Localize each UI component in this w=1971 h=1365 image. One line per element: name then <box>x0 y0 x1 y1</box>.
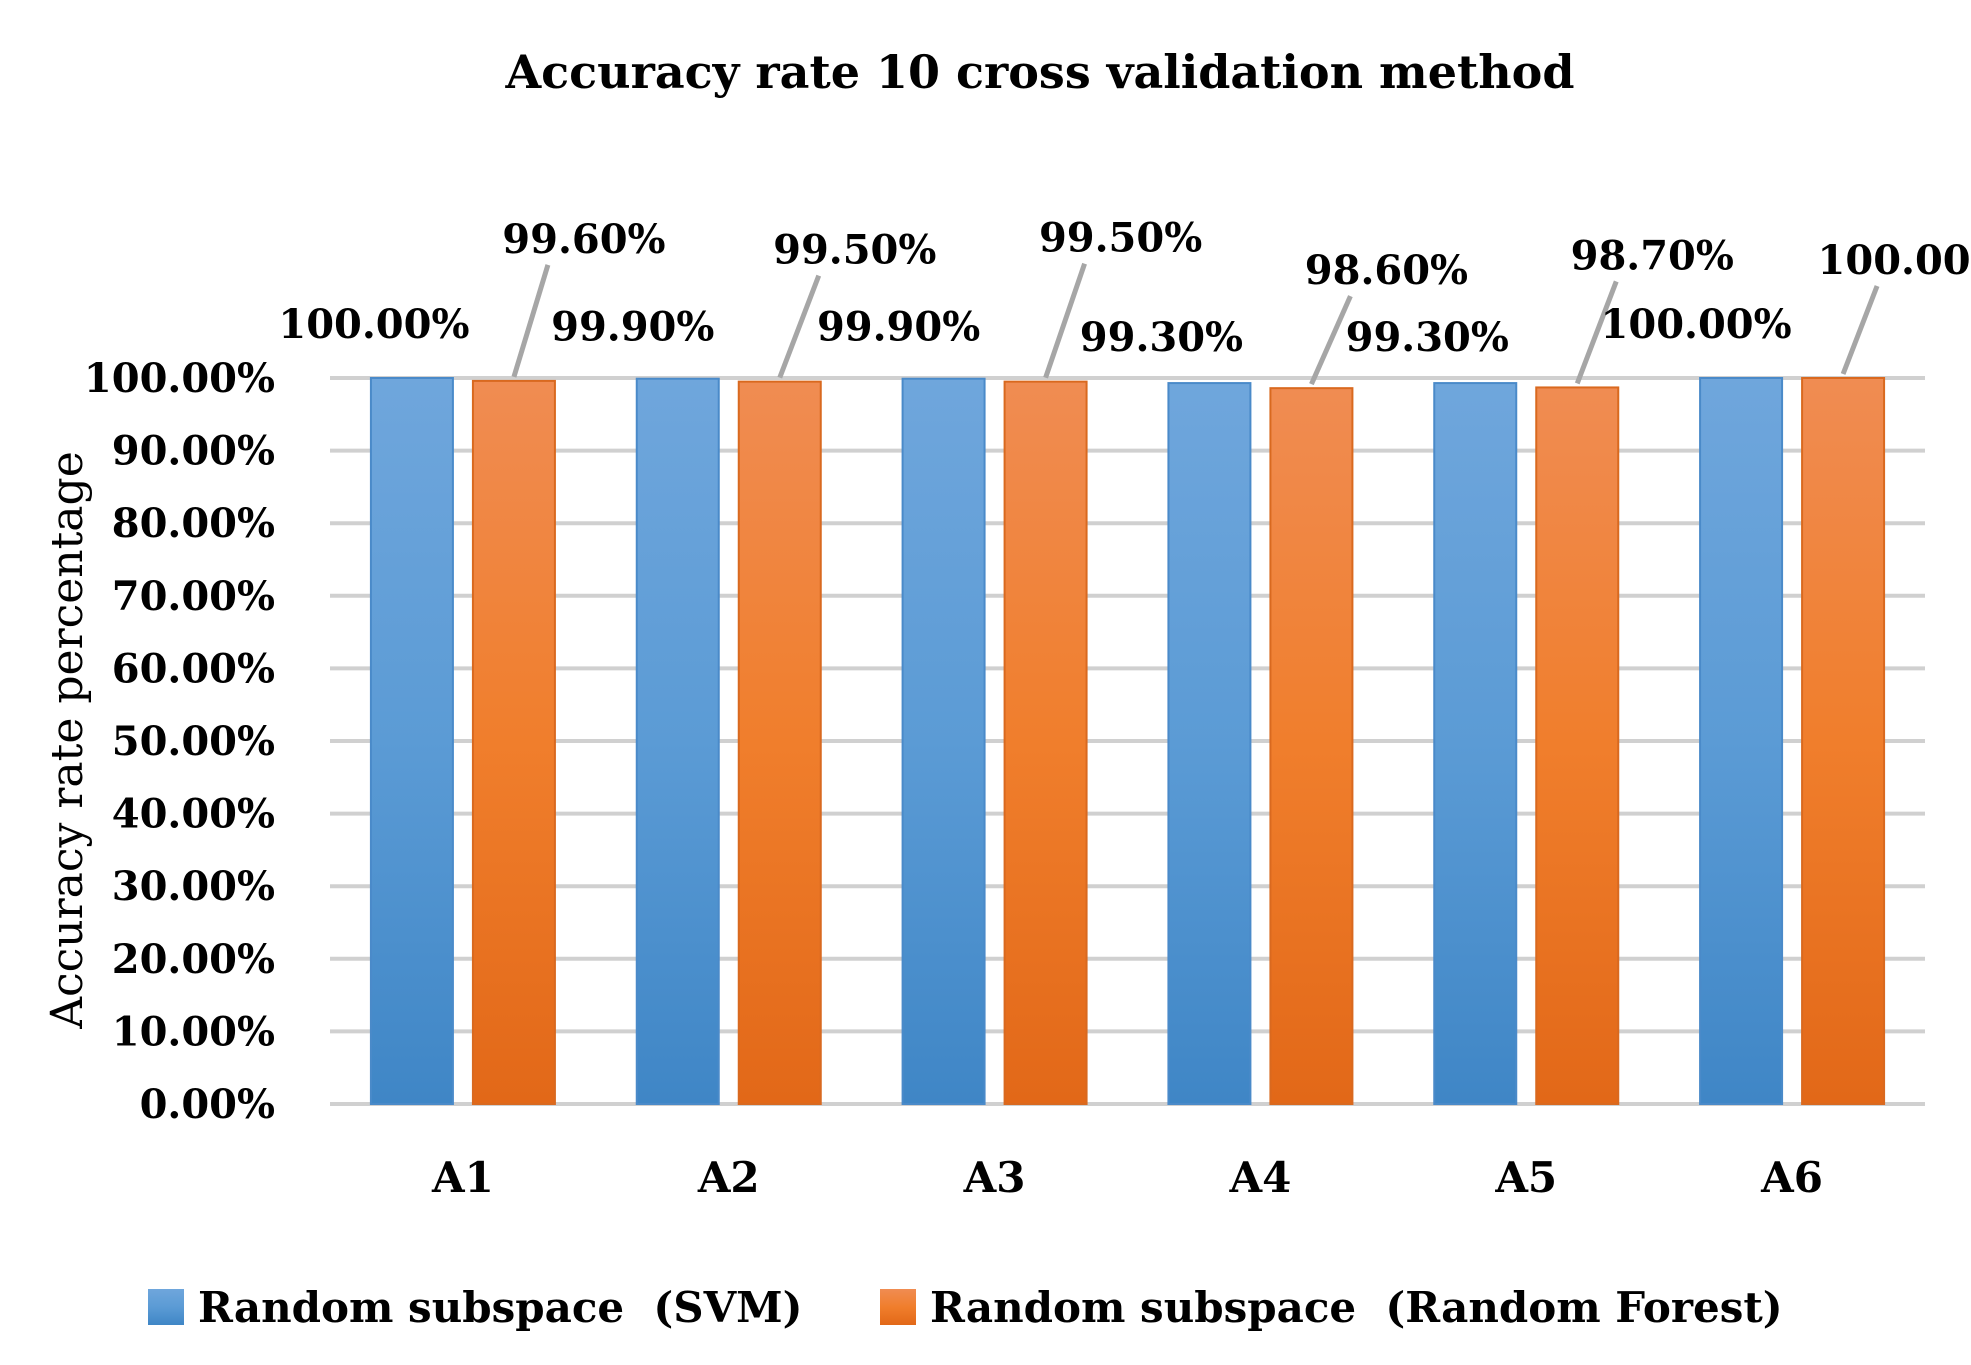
y-tick-label: 30.00% <box>112 863 275 910</box>
data-label-svm: 100.00% <box>278 301 469 348</box>
y-tick-label: 20.00% <box>112 936 275 983</box>
bar-random-forest <box>1535 386 1620 1105</box>
x-category-label: A4 <box>1229 1153 1292 1202</box>
bar-random-forest <box>471 379 556 1105</box>
data-label-svm: 99.30% <box>1346 314 1509 361</box>
data-label-leader <box>1043 262 1087 379</box>
bars <box>369 377 1886 1106</box>
y-tick-label: 70.00% <box>112 573 275 620</box>
bar-svm <box>1699 377 1784 1105</box>
x-category-label: A2 <box>697 1153 760 1202</box>
legend: Random subspace (SVM) Random subspace (R… <box>148 1283 1783 1332</box>
legend-swatch-random-forest <box>880 1289 916 1325</box>
y-tick-label: 50.00% <box>112 718 275 765</box>
y-tick-label: 90.00% <box>112 428 275 475</box>
chart-title: Accuracy rate 10 cross validation method <box>504 45 1574 99</box>
data-label-leader <box>777 274 822 379</box>
x-category-label: A5 <box>1494 1153 1557 1202</box>
x-category-label: A1 <box>431 1153 494 1202</box>
data-label-leader <box>1574 280 1619 385</box>
bar-random-forest <box>1801 377 1886 1105</box>
y-tick-label: 80.00% <box>112 500 275 547</box>
y-axis-label: Accuracy rate percentage <box>42 451 93 1030</box>
bar-svm <box>369 377 454 1105</box>
bar-svm <box>635 377 720 1105</box>
bar-svm <box>1167 382 1252 1106</box>
bar-svm <box>1433 382 1518 1106</box>
y-tick-label: 10.00% <box>112 1008 275 1055</box>
x-category-label: A6 <box>1760 1153 1823 1202</box>
bar-random-forest <box>737 380 822 1105</box>
data-label-svm: 99.90% <box>817 304 980 351</box>
legend-label-svm: Random subspace (SVM) <box>198 1283 803 1332</box>
y-axis-ticks: 0.00% 10.00% 20.00% 30.00% 40.00% 50.00% 60.00… <box>84 355 275 1128</box>
data-label-svm: 99.90% <box>551 304 714 351</box>
bar-svm <box>901 377 986 1105</box>
x-category-label: A3 <box>963 1153 1026 1202</box>
data-label-random-forest: 98.70% <box>1571 232 1734 279</box>
y-tick-label: 60.00% <box>112 645 275 692</box>
x-axis-categories: A1 A2 A3 A4 A5 A6 <box>431 1153 1823 1202</box>
data-labels: 100.00% 99.60% 99.90% 99.50% 99.90% 99.50% 99.… <box>278 215 1971 361</box>
data-label-leader <box>1309 295 1353 386</box>
legend-swatch-svm <box>148 1289 184 1325</box>
data-label-leader <box>511 264 551 378</box>
data-label-leaders <box>511 262 1880 386</box>
legend-label-random-forest: Random subspace (Random Forest) <box>930 1283 1783 1332</box>
data-label-leader <box>1840 285 1880 375</box>
data-label-random-forest: 99.50% <box>773 227 936 274</box>
y-tick-label: 0.00% <box>140 1081 275 1128</box>
data-label-random-forest: 100.00% <box>1818 237 1971 284</box>
bar-random-forest <box>1003 380 1088 1105</box>
data-label-random-forest: 98.60% <box>1305 247 1468 294</box>
gridlines <box>330 376 1925 1106</box>
bar-random-forest <box>1269 387 1354 1105</box>
data-label-random-forest: 99.60% <box>502 216 665 263</box>
data-label-svm: 99.30% <box>1080 314 1243 361</box>
y-tick-label: 40.00% <box>112 791 275 838</box>
data-label-random-forest: 99.50% <box>1039 215 1202 262</box>
y-tick-label: 100.00% <box>84 355 275 402</box>
data-label-svm: 100.00% <box>1601 301 1792 348</box>
